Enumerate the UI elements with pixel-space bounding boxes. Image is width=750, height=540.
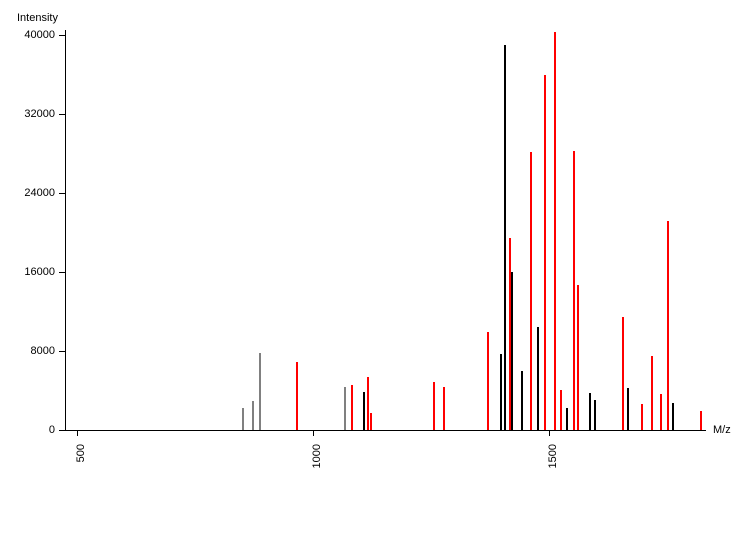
peak	[544, 75, 546, 430]
xtick-mark	[313, 430, 314, 436]
ytick-mark	[59, 35, 65, 36]
ytick-mark	[59, 272, 65, 273]
peak	[530, 152, 532, 430]
xtick-mark	[549, 430, 550, 436]
peak	[594, 400, 596, 430]
plot-area	[65, 30, 706, 431]
peak	[577, 285, 579, 430]
mass-spectrum-chart: 0 8000 16000 24000 32000 40000 500 1000 1500 Inte…	[0, 0, 750, 540]
peak	[511, 272, 513, 430]
xtick-mark	[77, 430, 78, 436]
peak	[700, 411, 702, 430]
ytick-label: 40000	[0, 29, 55, 41]
ytick-label: 16000	[0, 266, 55, 278]
peak	[363, 392, 365, 430]
peak	[641, 404, 643, 430]
peak	[500, 354, 502, 430]
peak	[573, 151, 575, 430]
ytick-mark	[59, 430, 65, 431]
peak	[344, 387, 346, 430]
ytick-mark	[59, 351, 65, 352]
ytick-label: 8000	[0, 345, 55, 357]
ytick-mark	[59, 114, 65, 115]
ytick-label: 0	[0, 424, 55, 436]
y-axis-label: Intensity	[17, 12, 58, 24]
peak	[259, 353, 261, 430]
peak	[560, 390, 562, 430]
peak	[296, 362, 298, 430]
peak	[487, 332, 489, 430]
peak	[627, 388, 629, 430]
peak	[504, 45, 506, 430]
peak	[443, 387, 445, 430]
peak	[667, 221, 669, 430]
peak	[433, 382, 435, 430]
peak	[660, 394, 662, 430]
peak	[589, 393, 591, 430]
peak	[554, 32, 556, 430]
xtick-label: 500	[75, 444, 87, 462]
x-axis-label: M/z	[713, 424, 731, 436]
peak	[622, 317, 624, 430]
ytick-label: 32000	[0, 108, 55, 120]
peak	[566, 408, 568, 430]
peak	[651, 356, 653, 430]
peak	[537, 327, 539, 430]
peak	[242, 408, 244, 430]
xtick-label: 1500	[547, 444, 559, 468]
peak	[672, 403, 674, 430]
peak	[351, 385, 353, 430]
xtick-label: 1000	[311, 444, 323, 468]
peak	[521, 371, 523, 430]
peak	[252, 401, 254, 430]
ytick-mark	[59, 193, 65, 194]
ytick-label: 24000	[0, 187, 55, 199]
peak	[370, 413, 372, 430]
